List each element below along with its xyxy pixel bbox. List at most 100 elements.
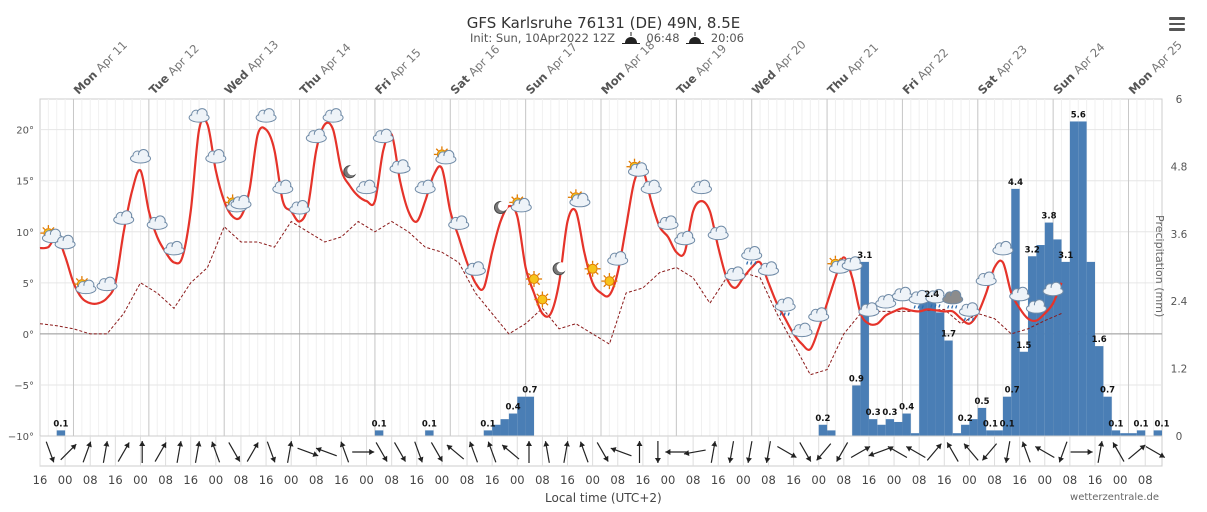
- wind-arrow: [468, 441, 479, 463]
- credit-text: wetterzentrale.de: [1070, 492, 1159, 503]
- precip-bar: [1053, 239, 1062, 436]
- x-hour-tick: 16: [259, 473, 274, 487]
- cloud-icon: [96, 276, 118, 292]
- precip-bar: [1120, 433, 1129, 436]
- precip-bar: [894, 421, 903, 436]
- wind-arrow: [1003, 441, 1011, 463]
- wind-arrow: [430, 442, 443, 462]
- precip-bar: [374, 430, 384, 436]
- wind-arrow: [727, 441, 735, 463]
- sun-icon: [584, 260, 601, 277]
- cloud-icon: [372, 128, 394, 144]
- precip-label: 0.1: [1134, 419, 1149, 429]
- x-hour-tick: 16: [636, 473, 651, 487]
- x-hour-tick: 16: [409, 473, 424, 487]
- precip-bar: [1036, 245, 1045, 436]
- wind-arrow: [636, 441, 643, 463]
- cloud-icon: [657, 215, 679, 230]
- wind-arrow: [816, 443, 832, 461]
- y-left-tick: −5°: [14, 381, 34, 392]
- precip-label: 0.7: [1005, 386, 1020, 396]
- x-hour-tick: 08: [1063, 473, 1078, 487]
- wind-arrow: [297, 447, 319, 457]
- sun-cloud-icon: [626, 158, 649, 177]
- wind-arrow: [665, 449, 688, 455]
- x-hour-tick: 00: [661, 473, 676, 487]
- wind-arrow: [228, 442, 241, 462]
- x-hour-tick: 16: [786, 473, 801, 487]
- y-left-tick: −10°: [8, 432, 34, 443]
- wind-arrow: [1034, 445, 1055, 459]
- moon-icon: [552, 262, 567, 276]
- y-right-tick: 0: [1176, 431, 1183, 443]
- precip-label: 0.1: [983, 419, 998, 429]
- precip-label: 0.1: [372, 419, 387, 429]
- x-hour-tick: 08: [234, 473, 249, 487]
- wind-arrow: [1097, 441, 1104, 463]
- wind-arrow: [414, 441, 424, 463]
- cloud-icon: [724, 266, 746, 281]
- cloud-icon: [1042, 281, 1064, 297]
- wind-arrow: [102, 441, 110, 463]
- day-label: Tue Apr 12: [146, 41, 202, 97]
- precip-label: 0.1: [480, 419, 495, 429]
- precip-label: 1.5: [1016, 341, 1031, 351]
- sunset-icon: [686, 32, 705, 44]
- day-label: Fri Apr 15: [372, 46, 424, 98]
- x-hour-tick: 00: [1113, 473, 1128, 487]
- precip-label: 0.1: [422, 419, 437, 429]
- precip-bar: [952, 433, 962, 436]
- precip-label: 4.4: [1008, 178, 1023, 188]
- wind-arrow: [501, 444, 520, 460]
- wind-arrow: [905, 445, 926, 459]
- cloud-icon: [146, 215, 168, 230]
- cloud-icon: [674, 230, 696, 246]
- precip-bar: [910, 433, 920, 436]
- precip-bar: [483, 430, 493, 436]
- x-hour-tick: 00: [811, 473, 826, 487]
- wind-arrow: [963, 443, 979, 461]
- y-right-tick: 4.8: [1171, 161, 1188, 173]
- day-label: Mon Apr 25: [1126, 38, 1185, 97]
- x-hour-tick: 00: [887, 473, 902, 487]
- x-hour-tick: 00: [585, 473, 600, 487]
- precip-bar: [986, 430, 995, 436]
- day-label: Thu Apr 14: [297, 40, 354, 97]
- day-label: Sat Apr 23: [975, 42, 1030, 97]
- chart-menu-button[interactable]: [1169, 17, 1185, 31]
- x-hour-tick: 08: [987, 473, 1002, 487]
- x-hour-tick: 00: [58, 473, 73, 487]
- precip-bar: [1019, 351, 1029, 436]
- precip-bar: [977, 407, 987, 436]
- wind-arrow: [946, 442, 959, 462]
- x-hour-tick: 16: [1088, 473, 1103, 487]
- wind-arrow: [1128, 444, 1146, 460]
- wind-arrow: [1021, 441, 1031, 463]
- precip-bar: [1044, 222, 1054, 436]
- wind-arrow: [375, 442, 388, 462]
- rain-icon: [741, 246, 763, 265]
- precip-bar: [1002, 396, 1012, 436]
- sun-cloud-icon: [509, 194, 532, 213]
- precip-bar: [1153, 430, 1162, 436]
- day-label: Thu Apr 21: [824, 40, 881, 97]
- precip-bar: [1103, 396, 1112, 436]
- precip-bar: [1011, 188, 1020, 436]
- wind-arrow: [1058, 441, 1068, 463]
- precip-bar: [868, 419, 878, 436]
- precip-bar: [1111, 430, 1121, 436]
- cloud-icon: [464, 261, 486, 276]
- x-hour-tick: 00: [736, 473, 751, 487]
- precip-label: 1.6: [1092, 335, 1107, 345]
- cloud-icon: [707, 225, 729, 241]
- cloud-icon: [640, 179, 662, 195]
- wind-arrow: [45, 441, 55, 463]
- cloud-icon: [54, 234, 76, 250]
- precip-bar: [969, 419, 978, 436]
- cloud-icon: [322, 108, 344, 123]
- x-hour-tick: 16: [711, 473, 726, 487]
- x-hour-tick: 00: [133, 473, 148, 487]
- cloud-icon: [758, 261, 779, 276]
- chart-grid: [39, 98, 1163, 437]
- wind-arrow: [117, 442, 130, 462]
